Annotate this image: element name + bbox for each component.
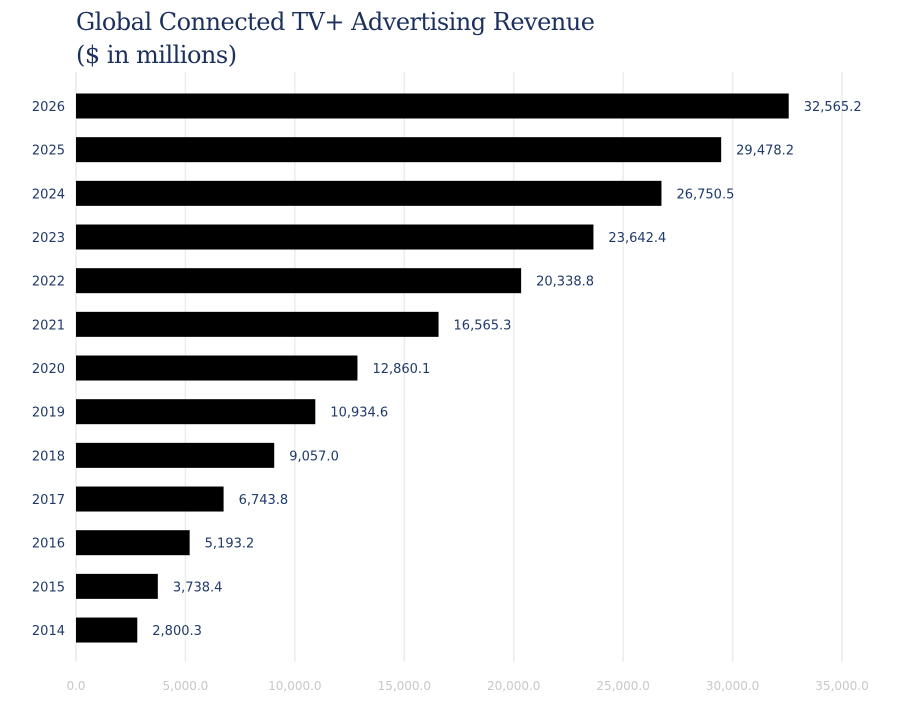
chart-subtitle: ($ in millions) [76,41,237,69]
data-label: 12,860.1 [372,362,430,377]
x-tick-label: 25,000.0 [596,679,649,693]
chart-title-text: Global Connected TV+ Advertising Revenue [76,8,595,36]
bar [76,180,662,206]
data-label: 23,642.4 [608,231,666,246]
y-tick-label: 2019 [32,406,65,421]
y-tick-label: 2018 [32,449,65,464]
bar [76,573,158,599]
y-tick-label: 2026 [32,100,65,115]
y-tick-label: 2016 [32,537,65,552]
data-label: 16,565.3 [454,318,512,333]
bar [76,93,789,119]
data-label: 2,800.3 [152,624,202,639]
x-tick-label: 15,000.0 [378,679,431,693]
bar [76,399,316,425]
y-tick-label: 2015 [32,580,65,595]
bar [76,224,594,250]
x-tick-label: 0.0 [66,679,85,693]
data-label: 20,338.8 [536,275,594,290]
y-tick-label: 2020 [32,362,65,377]
bar [76,530,190,556]
y-tick-label: 2017 [32,493,65,508]
x-tick-label: 10,000.0 [268,679,321,693]
y-tick-label: 2021 [32,318,65,333]
bar [76,268,522,294]
data-label: 10,934.6 [330,406,388,421]
data-label: 29,478.2 [736,144,794,159]
data-label: 6,743.8 [239,493,289,508]
y-tick-label: 2023 [32,231,65,246]
x-tick-label: 5,000.0 [163,679,209,693]
bar [76,442,275,468]
y-tick-label: 2022 [32,275,65,290]
bar [76,617,138,643]
data-label: 9,057.0 [289,449,339,464]
x-tick-label: 30,000.0 [706,679,759,693]
data-label: 32,565.2 [804,100,862,115]
data-label: 26,750.5 [676,187,734,202]
bar [76,355,358,381]
data-label: 3,738.4 [173,580,223,595]
bar [76,486,224,512]
x-tick-label: 20,000.0 [487,679,540,693]
chart-title: Global Connected TV+ Advertising Revenue… [76,6,595,72]
y-tick-label: 2024 [32,187,65,202]
y-tick-label: 2025 [32,144,65,159]
data-label: 5,193.2 [205,537,255,552]
y-tick-label: 2014 [32,624,65,639]
x-tick-label: 35,000.0 [815,679,868,693]
bar [76,311,439,337]
bar [76,137,722,163]
